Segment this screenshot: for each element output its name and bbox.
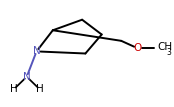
Text: H: H	[36, 84, 44, 94]
Text: 3: 3	[166, 48, 171, 57]
Text: H: H	[10, 84, 18, 94]
Text: N: N	[33, 46, 40, 56]
Text: O: O	[133, 43, 142, 53]
Text: N: N	[23, 72, 31, 82]
Text: CH: CH	[157, 42, 172, 52]
